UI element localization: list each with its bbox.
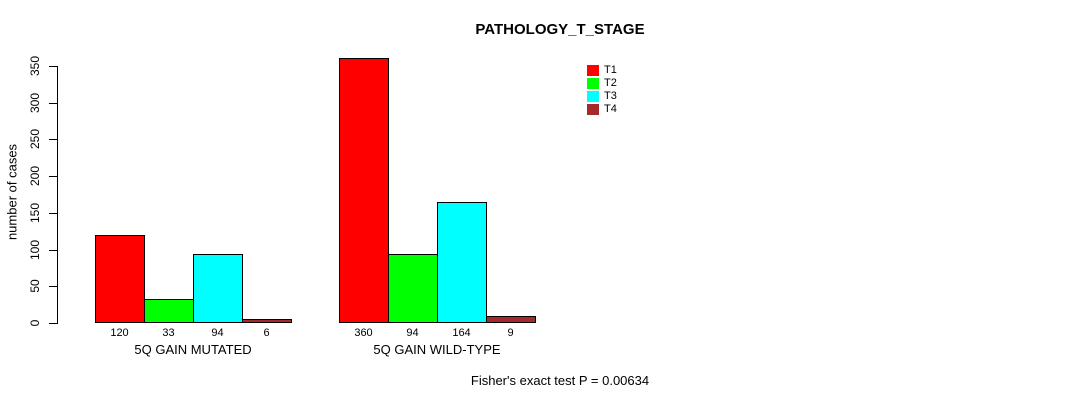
legend: T1 T2 T3 T4 (587, 64, 617, 116)
y-axis-tick (49, 139, 57, 140)
y-tick-label: 300 (28, 92, 42, 114)
bar-t4-group1 (242, 319, 292, 323)
legend-label: T3 (604, 90, 617, 102)
legend-label: T2 (604, 77, 617, 89)
legend-item-t3: T3 (587, 90, 617, 103)
legend-label: T1 (604, 64, 617, 76)
legend-swatch-t3 (587, 91, 599, 102)
y-axis-label: number of cases (4, 143, 20, 241)
bar-t3-group1 (193, 254, 243, 323)
bar-t2-group1 (144, 299, 194, 323)
y-axis-tick (49, 213, 57, 214)
bar-t3-group2 (437, 202, 487, 323)
bar-value-label: 94 (211, 327, 224, 339)
y-axis-tick (49, 66, 57, 67)
y-tick-label: 200 (28, 165, 42, 187)
bar-t1-group1 (95, 235, 145, 323)
x-category-label: 5Q GAIN MUTATED (134, 342, 252, 357)
bar-value-label: 6 (263, 327, 270, 339)
y-axis-tick (49, 250, 57, 251)
bar-t4-group2 (486, 316, 536, 323)
y-axis-tick (49, 286, 57, 287)
legend-item-t1: T1 (587, 64, 617, 77)
y-tick-label: 50 (28, 279, 42, 293)
chart-title: PATHOLOGY_T_STAGE (475, 21, 645, 38)
bar-value-label: 94 (406, 327, 419, 339)
bar-value-label: 120 (110, 327, 129, 339)
statistical-test-note: Fisher's exact test P = 0.00634 (470, 373, 650, 388)
bar-value-label: 33 (162, 327, 175, 339)
x-category-label: 5Q GAIN WILD-TYPE (373, 342, 501, 357)
legend-label: T4 (604, 103, 617, 115)
y-axis-line (57, 66, 58, 324)
y-axis-tick (49, 323, 57, 324)
legend-swatch-t2 (587, 78, 599, 89)
legend-swatch-t4 (587, 104, 599, 115)
bar-t1-group2 (339, 58, 389, 323)
y-tick-label: 150 (28, 202, 42, 224)
y-axis-tick (49, 103, 57, 104)
y-tick-label: 0 (28, 319, 42, 327)
bar-value-label: 164 (452, 327, 471, 339)
legend-item-t2: T2 (587, 77, 617, 90)
y-tick-label: 250 (28, 128, 42, 150)
bar-t2-group2 (388, 254, 438, 323)
y-tick-label: 100 (28, 239, 42, 261)
y-axis-tick (49, 176, 57, 177)
bar-value-label: 360 (354, 327, 373, 339)
y-tick-label: 350 (28, 55, 42, 77)
legend-swatch-t1 (587, 65, 599, 76)
legend-item-t4: T4 (587, 103, 617, 116)
bar-value-label: 9 (507, 327, 514, 339)
